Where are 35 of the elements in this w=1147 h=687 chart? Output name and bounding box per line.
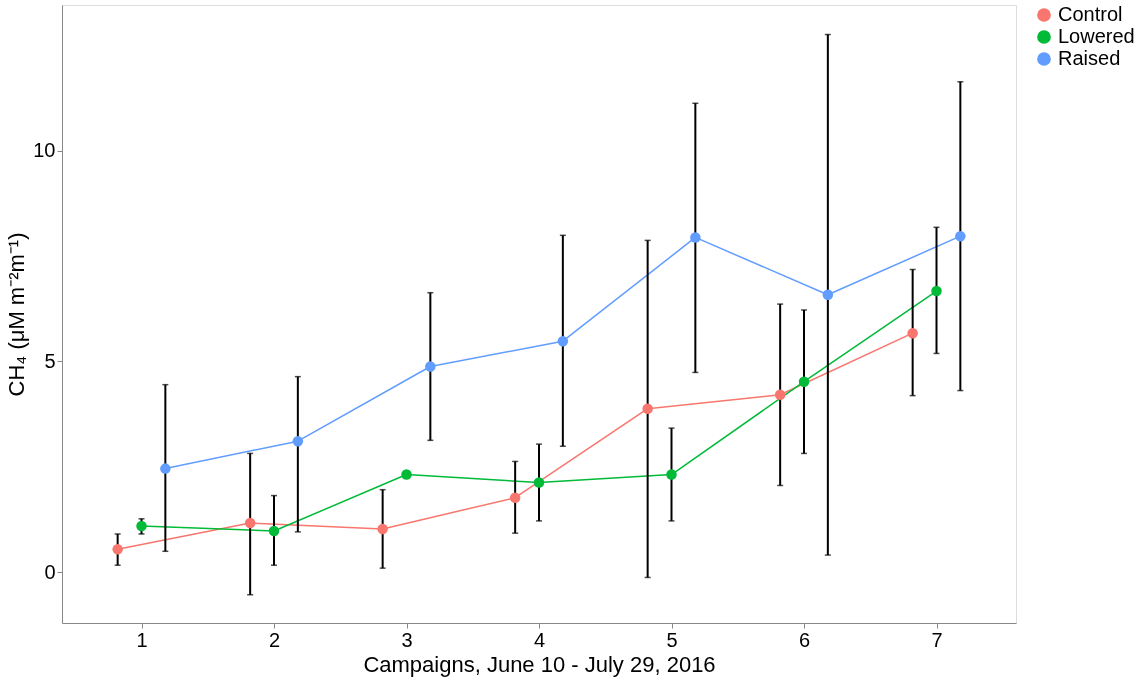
legend-label: Raised [1058, 47, 1121, 69]
y-tick-label: 0 [44, 560, 56, 583]
point [557, 335, 569, 347]
x-tick-label: 7 [931, 628, 943, 651]
point [292, 435, 304, 447]
point [822, 289, 834, 301]
x-tick-label: 4 [533, 628, 546, 651]
x-tick-label: 6 [798, 628, 811, 651]
point [642, 403, 653, 414]
x-tick-label: 5 [666, 628, 678, 651]
y-tick-label: 5 [44, 349, 56, 372]
point [401, 469, 412, 480]
point [774, 389, 786, 401]
point [509, 492, 521, 503]
point [690, 232, 701, 243]
point [931, 285, 942, 297]
y-axis-title: CH₄ (μM m⁻²m⁻¹) [4, 232, 30, 397]
legend-label: Lowered [1058, 25, 1135, 47]
point [666, 469, 677, 480]
point [377, 523, 388, 535]
point [268, 525, 280, 537]
x-tick-label: 3 [401, 628, 413, 651]
point [533, 477, 545, 488]
point [798, 376, 810, 387]
x-axis-title: Campaigns, June 10 - July 29, 2016 [363, 651, 716, 677]
point [425, 361, 436, 372]
point [955, 230, 966, 242]
point [160, 463, 171, 474]
point [907, 327, 918, 339]
point [112, 543, 123, 555]
x-tick-label: 1 [136, 628, 148, 651]
x-tick-label: 2 [268, 628, 281, 651]
y-tick-label: 10 [33, 139, 56, 162]
point [244, 517, 256, 529]
legend-label: Control [1058, 3, 1123, 25]
